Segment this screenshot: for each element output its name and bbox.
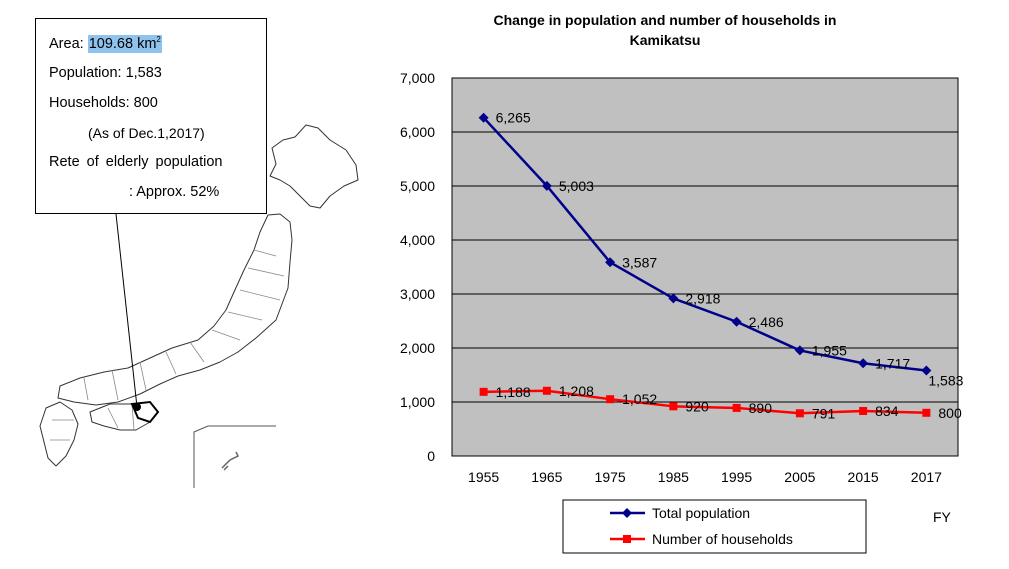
legend-label-0: Total population <box>652 505 750 521</box>
legend-label-1: Number of households <box>652 531 793 547</box>
hokkaido-shape <box>269 124 359 209</box>
population-marker <box>731 316 742 327</box>
households-data-label: 800 <box>938 405 962 421</box>
households-marker <box>542 386 551 395</box>
population-marker <box>541 180 552 191</box>
households-marker <box>922 408 931 417</box>
households-marker <box>479 387 488 396</box>
series-markers <box>478 112 932 418</box>
kamikatsu-location-dot <box>133 403 141 411</box>
y-tick-label: 6,000 <box>400 124 435 140</box>
x-tick-label: 1985 <box>658 469 689 485</box>
households-data-label: 1,052 <box>622 391 657 407</box>
legend-box <box>562 499 867 554</box>
y-tick-label: 7,000 <box>400 70 435 86</box>
series-lines <box>482 116 927 415</box>
pointer-line <box>115 213 138 408</box>
legend: Total population Number of households <box>610 505 793 547</box>
chart-title-line2: Kamikatsu <box>629 32 701 48</box>
population-line: Population: 1,583 <box>49 65 162 81</box>
population-data-label: 2,486 <box>749 314 784 330</box>
y-tick-label: 2,000 <box>400 340 435 356</box>
series-line-0 <box>482 116 927 372</box>
area-value-highlight: 109.68 km2 <box>87 34 162 53</box>
y-tick-label: 3,000 <box>400 286 435 302</box>
info-box: Area: 109.68 km2 Population: 1,583 House… <box>35 18 267 214</box>
kyushu-shape <box>39 401 79 467</box>
chart-title-line1: Change in population and number of house… <box>493 12 837 28</box>
population-data-label: 1,583 <box>928 373 963 389</box>
x-tick-label: 1965 <box>531 469 562 485</box>
population-data-label: 1,955 <box>812 342 847 358</box>
population-marker <box>478 112 489 123</box>
y-axis-ticks: 0 1,000 2,000 3,000 4,000 5,000 6,000 7,000 <box>400 70 435 464</box>
x-tick-label: 2015 <box>848 469 879 485</box>
x-axis-label: FY <box>933 509 952 525</box>
area-unit-sup: 2 <box>156 35 161 44</box>
y-tick-label: 0 <box>427 448 435 464</box>
households-marker <box>669 402 678 411</box>
population-marker <box>858 358 869 369</box>
tokushima-outline <box>130 400 160 424</box>
y-tick-label: 4,000 <box>400 232 435 248</box>
okinawa-inset-frame <box>193 425 276 488</box>
y-tick-label: 5,000 <box>400 178 435 194</box>
x-tick-label: 2005 <box>784 469 815 485</box>
series-line-1 <box>483 389 927 415</box>
gridlines <box>452 131 958 403</box>
population-data-label: 3,587 <box>622 254 657 270</box>
households-data-label: 834 <box>875 403 899 419</box>
area-line: Area: 109.68 km2 <box>49 34 162 53</box>
households-marker <box>606 395 615 404</box>
population-marker <box>921 365 932 376</box>
y-tick-label: 1,000 <box>400 394 435 410</box>
population-data-label: 6,265 <box>496 110 531 126</box>
households-marker <box>795 409 804 418</box>
japan-map <box>39 124 359 488</box>
households-data-label: 1,188 <box>496 384 531 400</box>
honshu-shape <box>57 213 293 406</box>
households-marker <box>732 403 741 412</box>
households-data-label: 890 <box>749 400 773 416</box>
population-marker <box>668 293 679 304</box>
population-data-label: 2,918 <box>685 290 720 306</box>
population-marker <box>794 345 805 356</box>
population-marker <box>605 257 616 268</box>
households-data-label: 1,208 <box>559 383 594 399</box>
x-tick-label: 1975 <box>595 469 626 485</box>
area-label: Area: <box>49 35 88 52</box>
legend-marker-1 <box>623 535 631 543</box>
x-axis-ticks: 1955 1965 1975 1985 1995 2005 2015 2017 <box>468 469 942 485</box>
households-marker <box>859 406 868 415</box>
elderly-value-line: : Approx. 52% <box>129 184 220 200</box>
area-value: 109.68 km <box>88 35 157 52</box>
population-data-label: 1,717 <box>875 355 910 371</box>
as-of-line: (As of Dec.1,2017) <box>88 125 205 141</box>
legend-marker-0 <box>622 508 632 518</box>
plot-area <box>451 77 959 457</box>
okinawa-islands <box>221 451 240 471</box>
population-data-label: 5,003 <box>559 178 594 194</box>
households-data-label: 791 <box>812 405 836 421</box>
households-data-label: 920 <box>685 398 709 414</box>
households-line: Households: 800 <box>49 95 158 111</box>
elderly-label-line: Rete of elderly population <box>49 154 223 170</box>
x-tick-label: 1955 <box>468 469 499 485</box>
x-tick-label: 1995 <box>721 469 752 485</box>
data-labels: 6,265 5,003 3,587 2,918 2,486 1,955 1,717 1,583… <box>496 110 964 422</box>
x-tick-label: 2017 <box>911 469 942 485</box>
